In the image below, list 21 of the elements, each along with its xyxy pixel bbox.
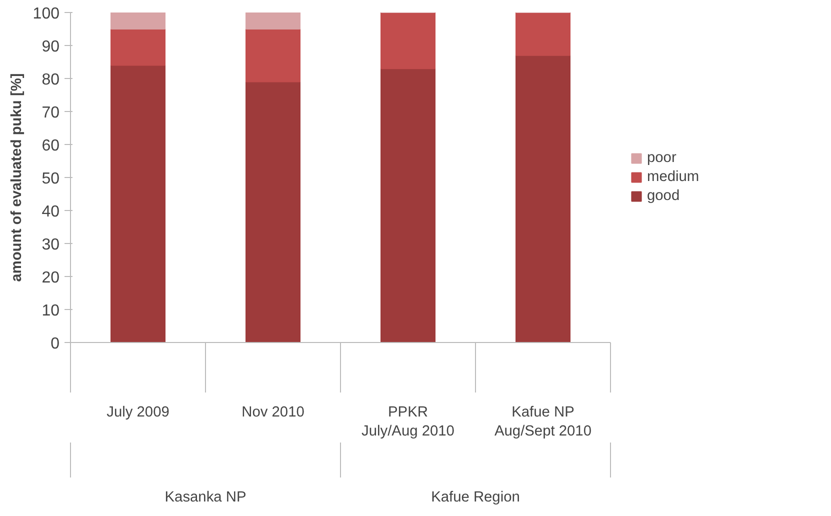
x-tick-label: July 2009 bbox=[106, 404, 170, 420]
y-tick-label: 90 bbox=[42, 38, 60, 56]
legend-label: good bbox=[647, 188, 680, 204]
x-tick-label: Nov 2010 bbox=[242, 404, 304, 420]
text: Kasanka NP bbox=[164, 490, 246, 506]
legend-label: poor bbox=[647, 150, 676, 166]
x-tick-label: PPKR July/Aug 2010 bbox=[362, 404, 454, 440]
y-tick-label: 10 bbox=[42, 302, 60, 320]
y-tick-label: 100 bbox=[32, 6, 60, 22]
y-tick-label: 0 bbox=[50, 336, 60, 352]
y-tick-label: 60 bbox=[42, 138, 60, 154]
y-axis-title: amount of evaluated puku [%] bbox=[8, 73, 25, 282]
y-tick-label: 50 bbox=[42, 170, 60, 188]
y-tick-label: 20 bbox=[42, 270, 60, 286]
y-tick-label: 80 bbox=[42, 72, 60, 88]
text: Kafue Region bbox=[431, 490, 520, 506]
y-tick-label: 70 bbox=[42, 104, 60, 122]
x-tick-label: Kafue NP Aug/Sept 2010 bbox=[494, 404, 592, 440]
y-tick-label: 30 bbox=[42, 236, 60, 254]
legend-label: medium bbox=[647, 169, 700, 185]
y-tick-label: 40 bbox=[42, 204, 60, 220]
